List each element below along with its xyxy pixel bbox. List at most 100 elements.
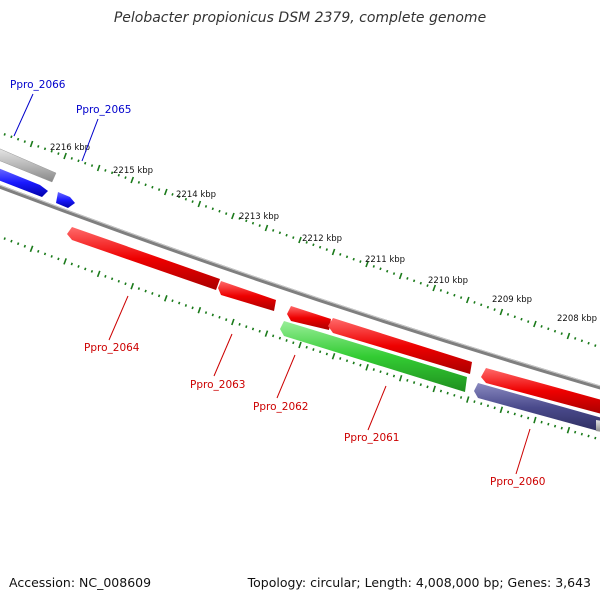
minor-tick [104, 274, 107, 278]
minor-tick [305, 241, 308, 244]
minor-tick [117, 173, 120, 177]
gray-feature[interactable] [0, 148, 57, 183]
minor-tick [50, 149, 53, 153]
minor-tick [70, 262, 73, 266]
minor-tick [144, 289, 147, 293]
minor-tick [218, 315, 221, 319]
minor-tick [359, 260, 362, 263]
gene-label-ppro-2060: Ppro_2060 [490, 476, 545, 488]
minor-tick [171, 299, 174, 303]
minor-tick [473, 301, 476, 304]
major-tick [398, 374, 403, 382]
minor-tick [184, 197, 188, 201]
minor-tick [513, 315, 516, 319]
major-tick [331, 248, 336, 256]
minor-tick [527, 416, 530, 420]
minor-tick [386, 269, 389, 273]
minor-tick [225, 212, 228, 215]
major-tick [365, 260, 369, 268]
minor-tick [426, 385, 429, 389]
minor-tick [560, 332, 563, 335]
gene-label-ppro-2064: Ppro_2064 [84, 342, 140, 354]
minor-tick [439, 289, 443, 292]
minor-tick [480, 402, 483, 406]
minor-tick [124, 176, 127, 179]
minor-tick [57, 257, 60, 261]
minor-tick [339, 357, 342, 360]
gene-ppro-2064-arrow[interactable] [67, 227, 220, 290]
minor-tick [57, 152, 60, 155]
minor-tick [312, 243, 315, 247]
minor-tick [124, 282, 127, 286]
minor-tick [157, 188, 161, 191]
major-tick [432, 385, 436, 393]
minor-tick [23, 244, 27, 248]
gene-ppro-2062-arrow[interactable] [287, 306, 331, 330]
minor-tick [345, 255, 349, 259]
scale-label: 2211 kbp [365, 255, 405, 265]
minor-tick [117, 279, 120, 283]
minor-tick [285, 233, 288, 237]
minor-tick [540, 420, 543, 424]
major-tick [398, 272, 403, 280]
minor-tick [513, 412, 516, 416]
minor-tick [23, 140, 26, 143]
minor-tick [144, 183, 147, 187]
minor-tick [379, 370, 382, 374]
minor-tick [594, 436, 597, 440]
minor-tick [238, 217, 241, 220]
minor-tick [473, 400, 476, 403]
minor-tick [245, 219, 248, 223]
minor-tick [587, 434, 590, 438]
callout-ppro-2064 [108, 295, 129, 341]
minor-tick [278, 336, 282, 340]
gene-ppro-2066-arrow[interactable] [0, 168, 48, 197]
minor-tick [258, 329, 261, 333]
major-tick [533, 320, 537, 328]
minor-tick [292, 236, 295, 239]
minor-tick [90, 269, 94, 273]
gene-label-ppro-2063: Ppro_2063 [190, 379, 245, 391]
gene-ppro-2060-arrow[interactable] [481, 368, 600, 414]
minor-tick [292, 341, 295, 345]
minor-tick [37, 249, 40, 253]
gene-ppro-2061-arrow[interactable] [328, 318, 472, 374]
major-tick [264, 224, 269, 232]
minor-tick [412, 381, 416, 384]
green-feature[interactable] [280, 321, 467, 392]
gene-ppro-2065-arrow[interactable] [56, 192, 75, 208]
minor-tick [151, 292, 154, 295]
gray-feature-edge[interactable] [596, 420, 600, 432]
gene-ppro-2063-arrow[interactable] [218, 281, 276, 311]
major-tick [298, 236, 302, 244]
major-tick [331, 352, 336, 360]
major-tick [566, 426, 571, 434]
minor-tick [137, 181, 141, 184]
major-tick [298, 341, 302, 349]
minor-tick [506, 410, 510, 414]
major-tick [197, 200, 202, 208]
purple-feature[interactable] [474, 383, 600, 432]
minor-tick [251, 221, 255, 225]
minor-tick [84, 267, 87, 271]
minor-tick [506, 313, 510, 316]
major-tick [163, 188, 168, 196]
minor-tick [110, 277, 114, 281]
scale-label: 2209 kbp [492, 295, 532, 305]
minor-tick [325, 248, 328, 251]
minor-tick [419, 281, 422, 285]
minor-tick [211, 207, 214, 211]
major-tick [29, 245, 34, 253]
minor-tick [272, 229, 275, 232]
minor-tick [419, 383, 422, 387]
gene-label-ppro-2061: Ppro_2061 [344, 432, 399, 444]
major-tick [466, 396, 470, 403]
callout-ppro-2066 [13, 93, 34, 137]
minor-tick [486, 305, 490, 309]
minor-tick [372, 368, 375, 371]
minor-tick [345, 359, 349, 363]
gene-labels: Ppro_2066 Ppro_2065 Ppro_2064 Ppro_2063 … [10, 79, 545, 488]
minor-tick [77, 265, 80, 268]
minor-tick [493, 406, 496, 410]
minor-tick [359, 363, 362, 367]
